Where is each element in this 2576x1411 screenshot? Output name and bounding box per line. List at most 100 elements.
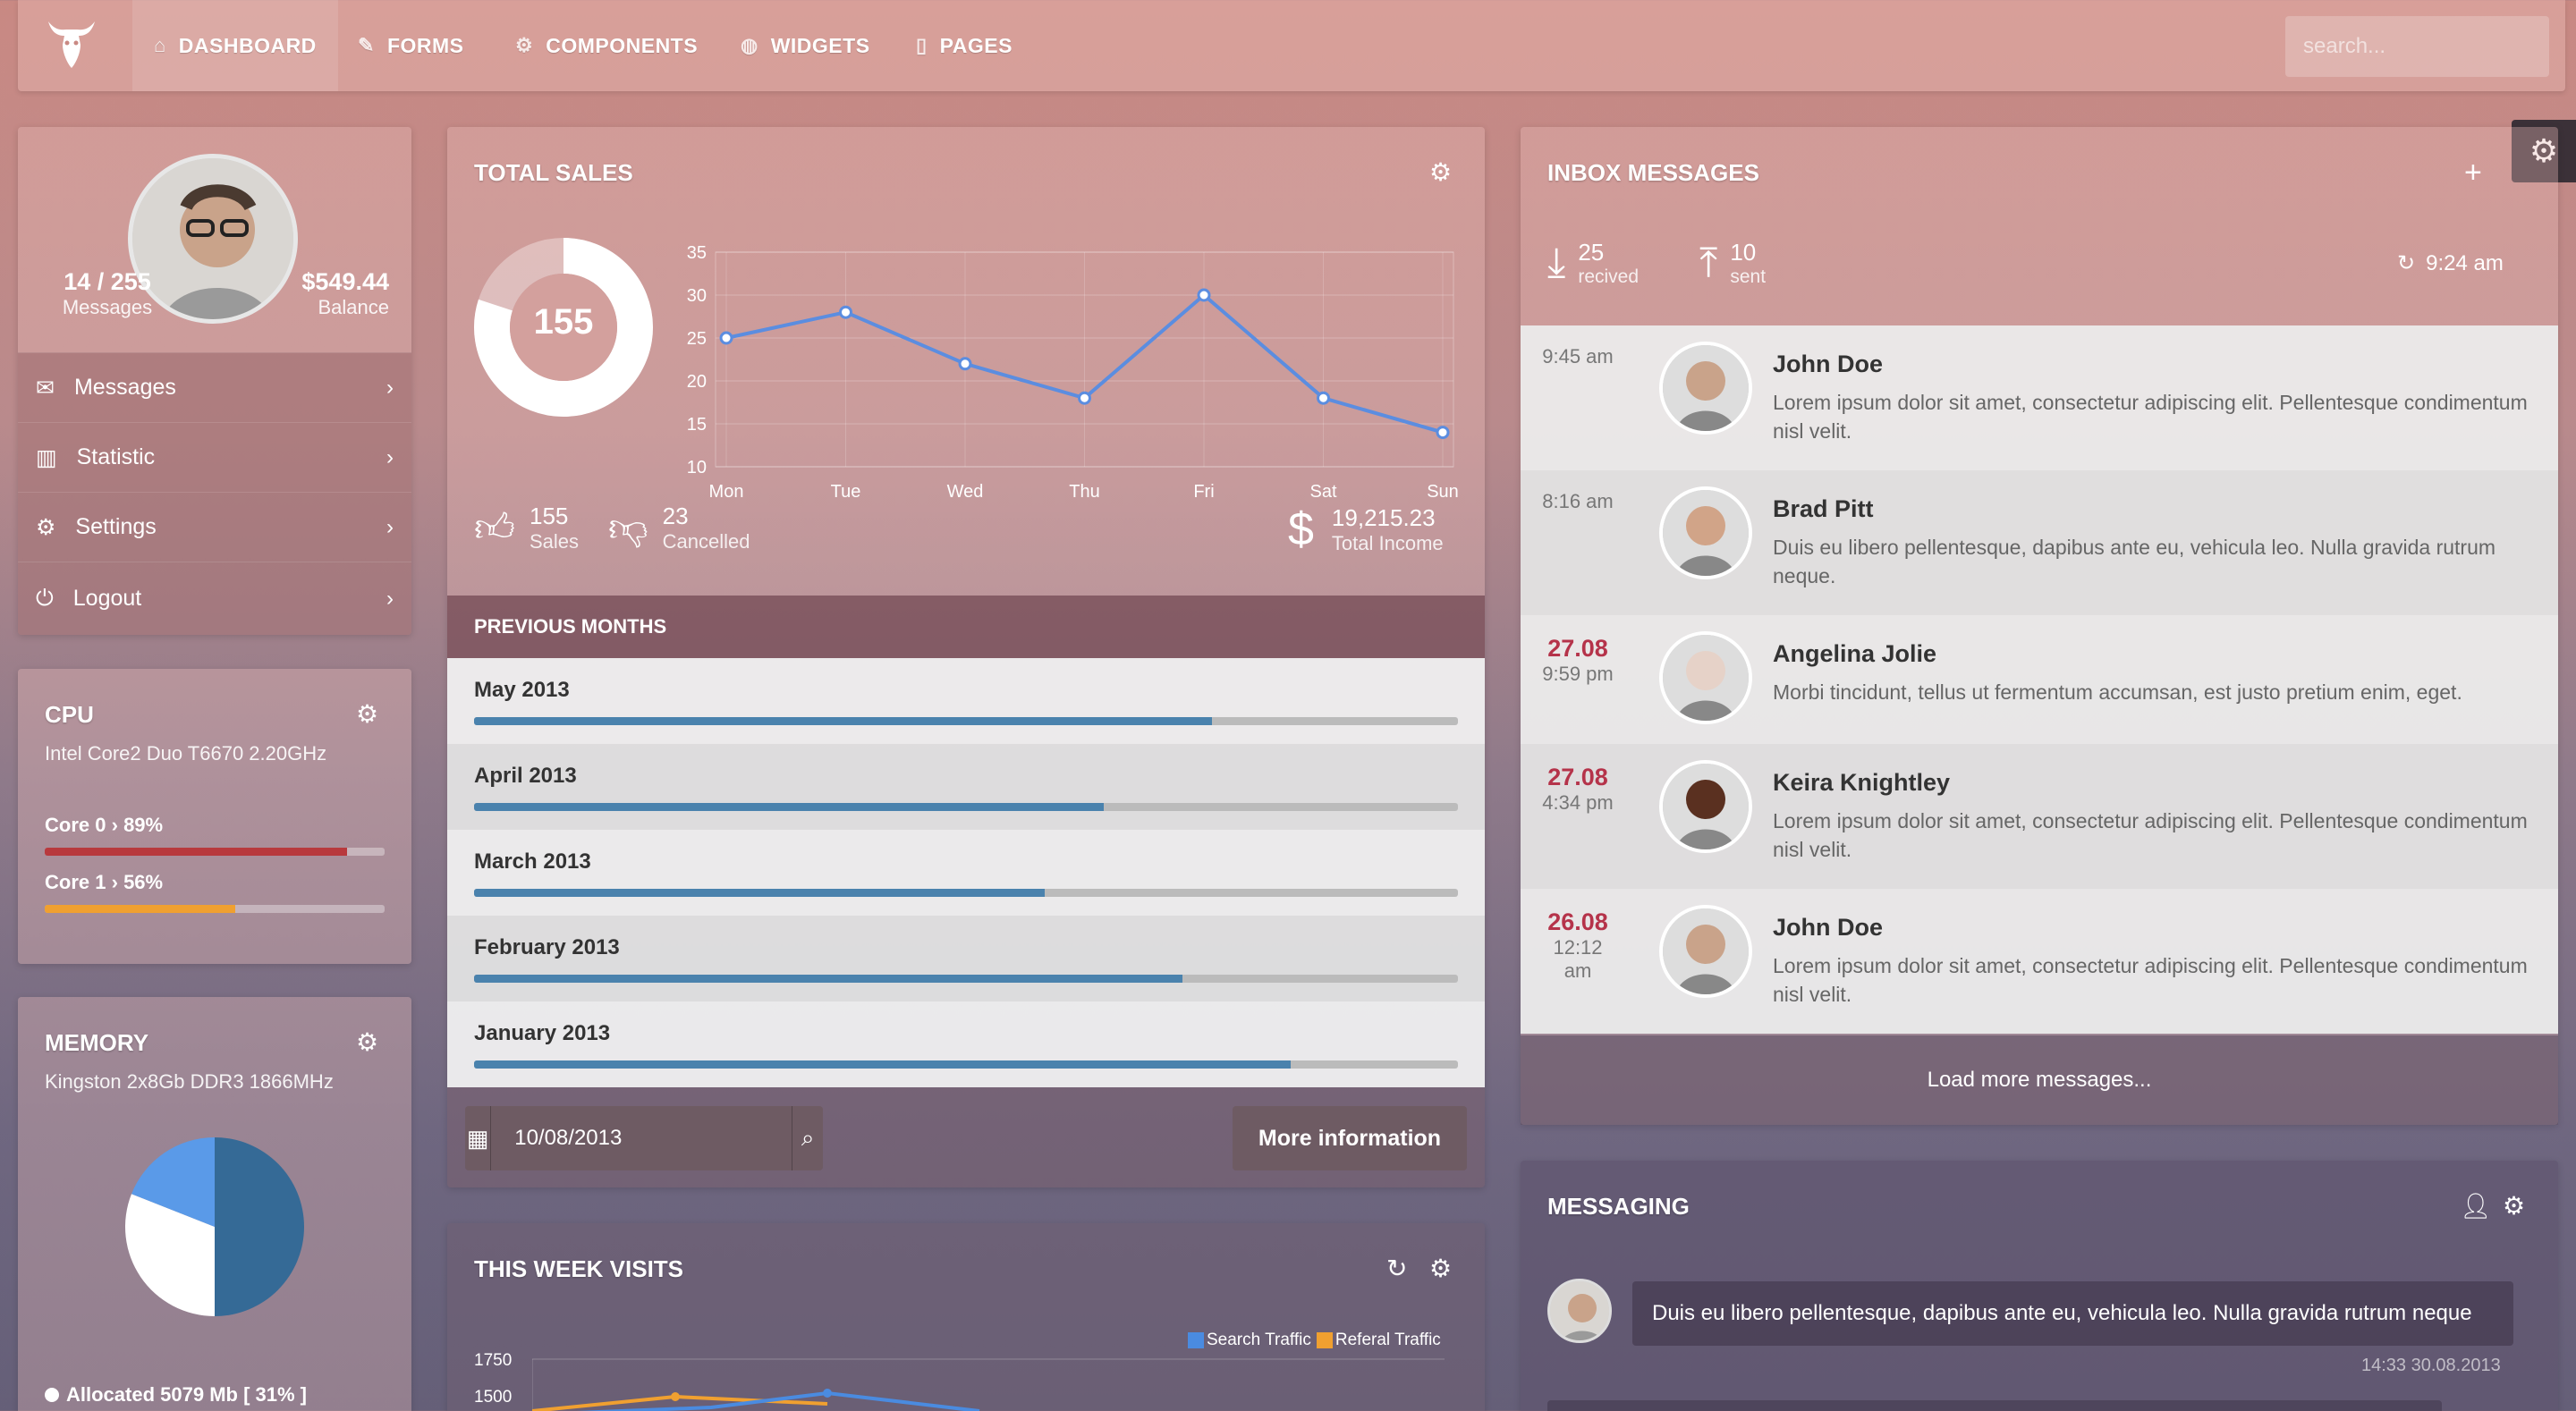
month-label: May 2013 xyxy=(474,678,570,702)
refresh-icon[interactable]: ↻ xyxy=(1386,1255,1408,1282)
chevron-right-icon: › xyxy=(386,375,394,400)
nav-pages[interactable]: ▯ PAGES xyxy=(916,33,1013,57)
data-point[interactable] xyxy=(1317,391,1330,405)
core-0-label: Core 0 › 89% xyxy=(45,814,164,836)
visits-line-chart xyxy=(532,1358,1445,1411)
profile-panel: 14 / 255 Messages $549.44 Balance ✉ Messa… xyxy=(18,127,411,635)
gears-icon[interactable]: ⚙ xyxy=(356,1028,379,1056)
pie-slice xyxy=(131,1137,215,1227)
nav-components[interactable]: ⚙ COMPONENTS xyxy=(515,33,699,57)
message-row[interactable]: 27.08 4:34 pm Keira Knightley Lorem ipsum d… xyxy=(1521,744,2558,889)
visits-legend: Search Traffic Referal Traffic xyxy=(1188,1331,1441,1350)
x-tick-label: Tue xyxy=(831,482,861,502)
x-tick-label: Fri xyxy=(1193,482,1214,502)
message-date: 27.08 xyxy=(1547,764,1608,790)
gears-icon[interactable]: ⚙ xyxy=(2503,1192,2526,1220)
data-point[interactable] xyxy=(719,331,733,345)
legend-search-traffic: Search Traffic xyxy=(1188,1331,1311,1350)
inbox-refresh[interactable]: ↻ 9:24 am xyxy=(2397,250,2504,276)
message-row[interactable]: 26.08 12:12 am John Doe Lorem ipsum dolor s… xyxy=(1521,889,2558,1034)
month-progress-bar xyxy=(474,803,1458,811)
chat-message: Duis eu libero pellentesque, dapibus ant… xyxy=(1632,1281,2513,1346)
avatar[interactable] xyxy=(1659,631,1752,724)
user-icon[interactable]: 👤︎ xyxy=(2460,1192,2492,1220)
y-tick-label: 30 xyxy=(687,286,707,306)
core-0-fill xyxy=(45,848,348,856)
bar-chart-icon: ▥ xyxy=(36,444,57,470)
avatar[interactable] xyxy=(1659,486,1752,579)
pencil-icon: ✎ xyxy=(358,34,375,56)
message-row[interactable]: 9:45 am John Doe Lorem ipsum dolor sit ame… xyxy=(1521,325,2558,470)
month-progress-bar xyxy=(474,1060,1458,1069)
sidebar-item-settings[interactable]: ⚙ Settings › xyxy=(18,492,411,562)
avatar[interactable] xyxy=(1547,1279,1612,1343)
file-icon: ▯ xyxy=(916,34,928,56)
month-row: January 2013 xyxy=(447,1001,1485,1087)
search-input[interactable] xyxy=(2285,16,2549,77)
data-point[interactable] xyxy=(1078,391,1091,405)
received-stat: ⤓ 25 recived xyxy=(1547,238,1640,287)
gears-icon: ⚙ xyxy=(515,34,534,56)
memory-panel: MEMORY ⚙ Kingston 2x8Gb DDR3 1866MHz All… xyxy=(18,997,411,1411)
sales-donut xyxy=(474,238,653,417)
gears-icon[interactable]: ⚙ xyxy=(1429,1255,1453,1282)
nav-dashboard[interactable]: ⌂ DASHBOARD xyxy=(132,0,338,91)
date-picker: ▦ ⌕ xyxy=(465,1106,823,1170)
month-row: April 2013 xyxy=(447,744,1485,830)
avatar[interactable] xyxy=(128,154,298,324)
data-point[interactable] xyxy=(839,305,852,319)
plus-icon[interactable]: + xyxy=(2464,156,2482,190)
sidebar-item-messages[interactable]: ✉ Messages › xyxy=(18,352,411,422)
memory-model: Kingston 2x8Gb DDR3 1866MHz xyxy=(45,1070,334,1093)
messaging-panel: MESSAGING 👤︎ ⚙ Duis eu libero pellentesq… xyxy=(1521,1161,2558,1411)
sidebar-item-statistic[interactable]: ▥ Statistic › xyxy=(18,422,411,492)
chevron-right-icon: › xyxy=(386,586,394,611)
bull-logo-icon[interactable] xyxy=(45,16,98,72)
month-progress-bar xyxy=(474,889,1458,897)
load-more-button[interactable]: Load more messages... xyxy=(1521,1035,2558,1125)
more-information-button[interactable]: More information xyxy=(1233,1106,1467,1170)
month-row: May 2013 xyxy=(447,658,1485,744)
memory-allocated: Allocated 5079 Mb [ 31% ] xyxy=(45,1383,307,1407)
date-input[interactable] xyxy=(491,1106,792,1170)
power-icon: ⏻ xyxy=(36,586,54,611)
total-sales-panel: TOTAL SALES ⚙ 155 35 30 25 20 15 10 Mon Tue Wed T… xyxy=(447,127,1485,1187)
gears-icon[interactable]: ⚙ xyxy=(356,700,379,728)
nav-forms[interactable]: ✎ FORMS xyxy=(358,33,464,57)
nav-widgets[interactable]: ◍ WIDGETS xyxy=(741,33,870,57)
inbox-title: INBOX MESSAGES xyxy=(1547,159,1759,186)
month-row: February 2013 xyxy=(447,916,1485,1001)
message-row[interactable]: 8:16 am Brad Pitt Duis eu libero pellentes… xyxy=(1521,470,2558,615)
core-0-bar xyxy=(45,848,385,856)
message-time: 27.08 4:34 pm xyxy=(1542,764,1614,814)
calendar-icon[interactable]: ▦ xyxy=(465,1106,492,1170)
sidebar-item-logout[interactable]: ⏻ Logout › xyxy=(18,562,411,635)
data-point[interactable] xyxy=(958,357,972,371)
message-time: 8:16 am xyxy=(1542,490,1614,512)
message-preview: Morbi tincidunt, tellus ut fermentum acc… xyxy=(1773,680,2462,704)
data-point[interactable] xyxy=(1436,426,1450,440)
data-point[interactable] xyxy=(1197,288,1211,302)
pie-slice xyxy=(215,1137,304,1316)
month-label: March 2013 xyxy=(474,849,591,874)
visits-title: THIS WEEK VISITS xyxy=(474,1255,684,1282)
message-row[interactable]: 27.08 9:59 pm Angelina Jolie Morbi tincidun… xyxy=(1521,615,2558,744)
settings-toggle-gear-icon[interactable]: ⚙ xyxy=(2512,120,2576,182)
avatar[interactable] xyxy=(1659,760,1752,853)
x-tick-label: Wed xyxy=(947,482,984,502)
thumbs-down-icon: 👎︎ xyxy=(608,506,648,550)
y-tick-label: 20 xyxy=(687,372,707,392)
search-icon[interactable]: ⌕ xyxy=(792,1106,823,1170)
messaging-title: MESSAGING xyxy=(1547,1193,1690,1220)
donut-value: 155 xyxy=(533,302,594,342)
refresh-icon: ↻ xyxy=(2397,251,2416,275)
avatar[interactable] xyxy=(1659,342,1752,435)
avatar[interactable] xyxy=(1659,905,1752,998)
x-tick-label: Mon xyxy=(709,482,744,502)
sender-name: Angelina Jolie xyxy=(1773,640,1937,667)
y-tick-label: 15 xyxy=(687,415,707,435)
upload-icon: ⤒ xyxy=(1699,239,1718,285)
y-tick-label: 10 xyxy=(687,458,707,477)
gears-icon[interactable]: ⚙ xyxy=(1429,158,1453,186)
y-tick-label: 25 xyxy=(687,329,707,349)
